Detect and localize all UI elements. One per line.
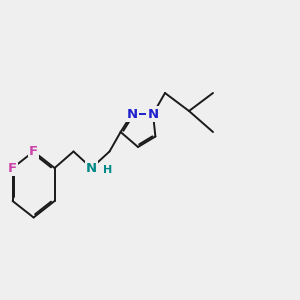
Text: N: N xyxy=(126,107,138,121)
Text: F: F xyxy=(29,145,38,158)
Text: F: F xyxy=(8,161,17,175)
Text: H: H xyxy=(103,165,112,176)
Text: N: N xyxy=(147,107,159,121)
Text: N: N xyxy=(86,161,97,175)
